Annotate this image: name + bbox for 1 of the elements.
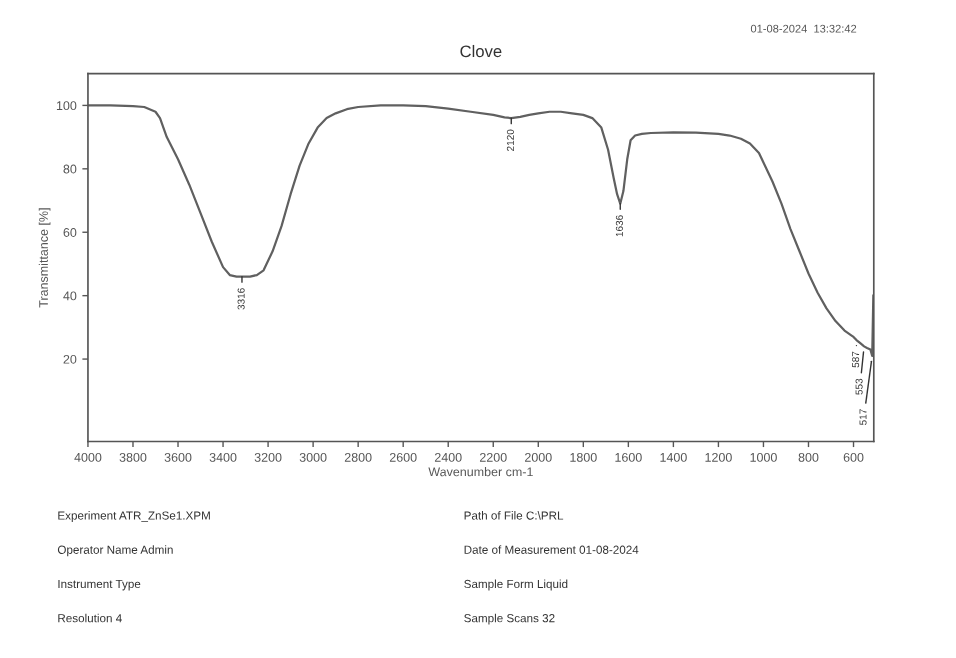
chart-title: Clove — [460, 44, 502, 58]
